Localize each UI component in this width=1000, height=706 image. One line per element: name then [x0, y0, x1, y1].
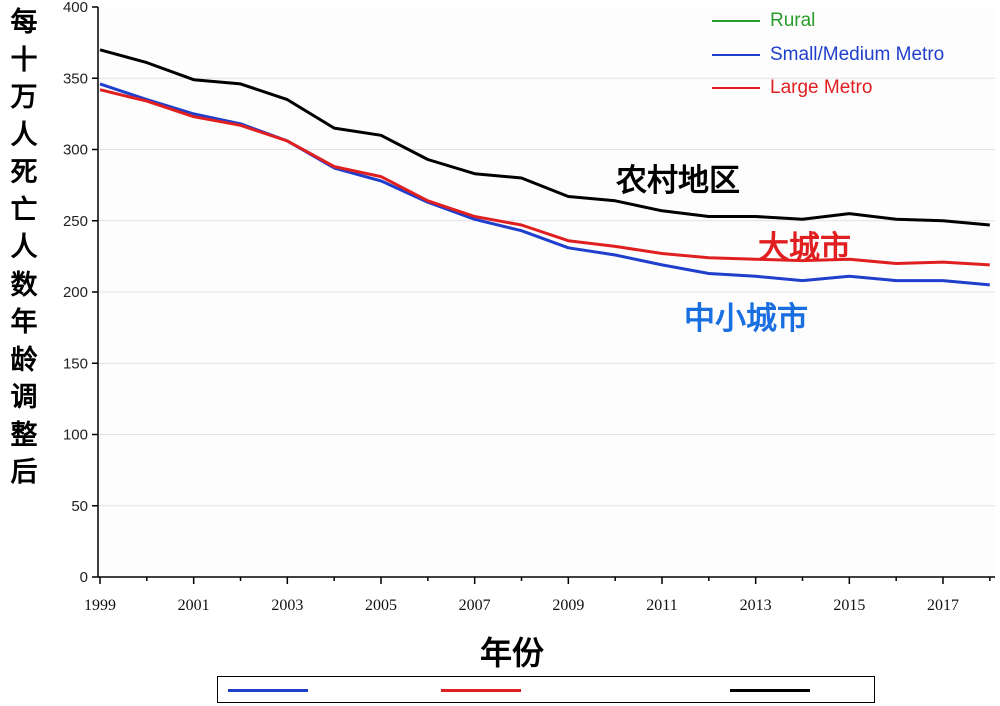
x-tick-label: 2001	[178, 597, 210, 614]
x-tick-label: 2017	[927, 597, 959, 614]
legend-item-rural: Rural	[712, 10, 815, 32]
y-axis-label: 每十万人死亡人数 年龄调整后	[10, 7, 38, 488]
bottom-legend	[217, 676, 875, 703]
legend-swatch	[712, 53, 760, 56]
x-tick-label: 2011	[646, 597, 677, 614]
y-tick-label: 250	[63, 213, 88, 230]
bottom-legend-red	[441, 689, 521, 692]
y-tick-label: 150	[63, 355, 88, 372]
y-tick-label: 300	[63, 142, 88, 159]
x-tick-label: 2007	[459, 597, 491, 614]
x-tick-label: 1999	[84, 597, 116, 614]
x-axis-label: 年份	[480, 634, 545, 672]
y-tick-label: 350	[63, 70, 88, 87]
y-tick-label: 50	[71, 498, 88, 515]
series-line-rural	[99, 48, 990, 227]
x-tick-label: 2005	[365, 597, 397, 614]
legend-item-large-metro: Large Metro	[712, 77, 872, 99]
small-metro-annotation: 中小城市	[684, 301, 808, 337]
x-tick-label: 2013	[740, 597, 772, 614]
legend-label: Small/Medium Metro	[770, 44, 945, 65]
legend-swatch	[712, 19, 760, 22]
legend-swatch	[712, 86, 760, 89]
bottom-legend-blue	[228, 689, 308, 692]
y-tick-label: 400	[63, 0, 88, 16]
y-tick-label: 200	[63, 284, 88, 301]
x-tick-label: 2009	[552, 597, 584, 614]
y-tick-label: 0	[80, 569, 88, 586]
y-tick-label: 100	[63, 427, 88, 444]
legend-label: Large Metro	[770, 77, 873, 98]
x-tick-label: 2003	[271, 597, 303, 614]
x-tick-label: 2015	[833, 597, 865, 614]
line-chart: 0 50 100 150 200 250 300 350 400 1999 2001 2003 2005…	[63, 0, 995, 614]
legend-label: Rural	[770, 10, 816, 31]
bottom-legend-black	[730, 689, 810, 692]
legend-item-small-metro: Small/Medium Metro	[712, 44, 944, 66]
large-metro-annotation: 大城市	[758, 230, 851, 266]
rural-annotation: 农村地区	[616, 163, 740, 199]
series-line-large-metro	[99, 88, 990, 267]
